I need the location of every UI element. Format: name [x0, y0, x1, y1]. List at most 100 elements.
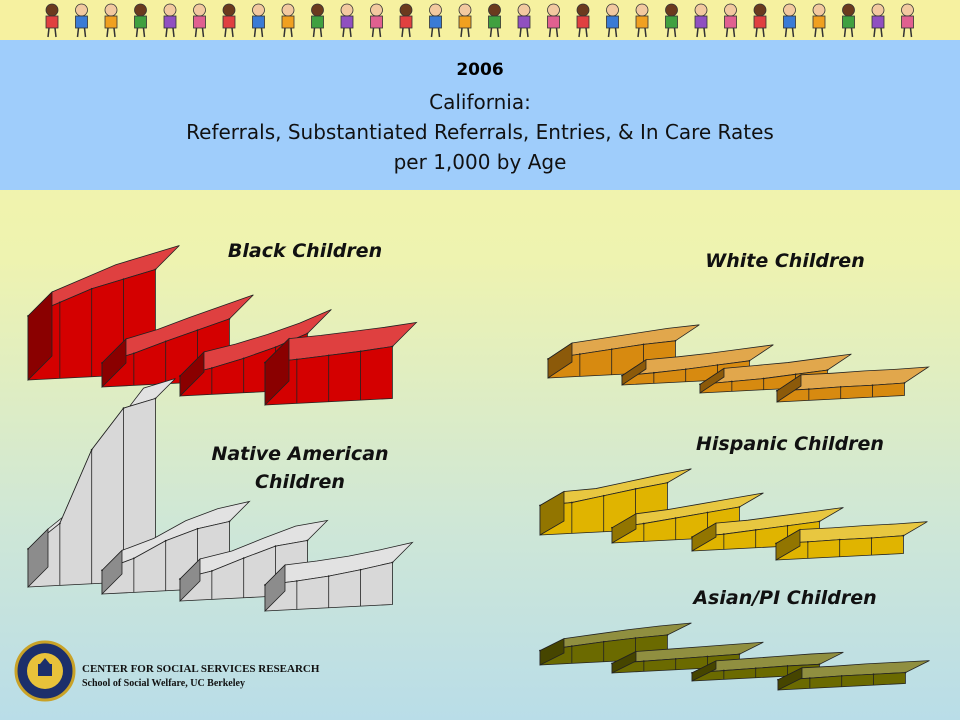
title-line-1: California: [429, 90, 531, 114]
ribbon-end-cap [547, 342, 573, 379]
banner-child-body [606, 15, 619, 29]
ribbon-data-point [539, 504, 541, 507]
banner-child-leg [555, 27, 559, 38]
footer-center-name: CENTER FOR SOCIAL SERVICES RESEARCH [82, 663, 320, 675]
ribbon-end-cap [264, 564, 286, 612]
ribbon-data-point [154, 397, 157, 400]
ribbon-data-point [634, 637, 637, 639]
banner-child-leg [113, 27, 116, 38]
ribbon-data-point [570, 645, 573, 648]
label-hispanic-children: Hispanic Children [696, 433, 884, 455]
ribbon-data-point [777, 678, 779, 681]
ribbon-data-point [611, 662, 613, 665]
ribbon-data-point [228, 520, 231, 523]
banner-child-leg [578, 27, 581, 38]
ribbon-data-point [611, 526, 613, 529]
banner-child-body [134, 15, 147, 29]
banner-child-leg [880, 27, 883, 38]
ribbon-data-point [722, 669, 725, 672]
title-band [0, 40, 960, 190]
banner-child-body [399, 15, 413, 29]
ribbon-end-cap [27, 528, 49, 588]
ribbon-data-point [359, 350, 362, 353]
ribbon-data-point [840, 674, 843, 677]
ribbon-data-point [210, 570, 213, 572]
ribbon-data-point [90, 448, 93, 451]
banner-child-body [694, 15, 708, 29]
banner-child-body [75, 15, 88, 29]
ribbon-data-point [196, 329, 199, 332]
banner-child-body [222, 15, 236, 29]
banner-child-leg [349, 27, 352, 38]
ribbon-data-point [839, 386, 842, 388]
ribbon-data-point [242, 357, 245, 360]
ribbon-data-point [738, 506, 741, 508]
banner-child-body [311, 15, 324, 29]
banner-child-leg [76, 27, 80, 38]
banner-child-leg [821, 27, 824, 38]
ribbon-data-point [666, 481, 669, 484]
ribbon-data-point [807, 388, 810, 391]
ribbon-data-point [642, 660, 645, 663]
ribbon-data-point [652, 371, 655, 374]
banner-child-leg [260, 27, 264, 38]
ribbon-data-point [775, 542, 777, 545]
ribbon-data-point [90, 287, 93, 290]
banner-child-body [547, 15, 560, 29]
ribbon-data-point [327, 575, 330, 578]
ribbon-series [777, 660, 930, 691]
ribbon-end-cap [264, 337, 290, 406]
ribbon-data-point [666, 634, 669, 636]
banner-child-body [45, 15, 59, 29]
ribbon-data-point [691, 672, 693, 674]
ribbon-data-point [391, 561, 394, 564]
ribbon-data-point [642, 522, 645, 525]
ribbon-data-point [578, 353, 581, 356]
ribbon-data-point [902, 534, 905, 537]
ribbon-data-point [826, 369, 829, 371]
title-line-2: Referrals, Substantiated Referrals, Entr… [186, 120, 774, 144]
ribbon-data-point [359, 568, 362, 571]
banner-child-leg [106, 27, 109, 38]
banner-child-body [488, 15, 501, 29]
banner-child-body [753, 15, 767, 29]
banner-child-body [193, 15, 206, 29]
banner-child-body [104, 15, 118, 29]
label-native-american-children: Native American Children [211, 443, 389, 493]
ribbon-end-cap [539, 637, 565, 666]
banner-child-leg [526, 27, 529, 38]
banner-child-body [871, 15, 885, 29]
banner-child-leg [696, 27, 699, 38]
ribbon-series [775, 521, 928, 561]
ribbon-data-point [58, 522, 61, 525]
banner-child-body [458, 15, 472, 29]
banner-child-leg [814, 27, 817, 38]
ribbon-data-point [306, 539, 309, 542]
ribbon-data-point [391, 345, 394, 348]
banner-child-leg [224, 27, 227, 38]
ribbon-data-point [838, 538, 841, 541]
ribbon-series [539, 468, 692, 536]
ribbon-end-cap [539, 490, 565, 536]
banner-child-body [842, 15, 855, 29]
ribbon-data-point [786, 524, 789, 527]
ribbon-data-point [132, 352, 135, 355]
ribbon-data-point [903, 382, 906, 384]
banner-child-leg [873, 27, 876, 38]
banner-child-leg [430, 27, 434, 38]
banner-child-leg [319, 27, 323, 38]
ribbon-data-point [754, 667, 757, 670]
ribbon-data-point [642, 343, 645, 346]
ribbon-data-point [327, 354, 330, 357]
ribbon-data-point [762, 377, 765, 380]
ribbon-data-point [154, 268, 157, 271]
banner-child-leg [607, 27, 611, 38]
ribbon-series [263, 321, 418, 406]
banner-child-leg [371, 27, 375, 38]
ribbon-data-point [776, 389, 778, 392]
ribbon-end-cap [611, 650, 637, 674]
ribbon-data-point [722, 533, 725, 536]
children-banner-illustration [0, 0, 960, 40]
ribbon-data-point [179, 375, 181, 377]
